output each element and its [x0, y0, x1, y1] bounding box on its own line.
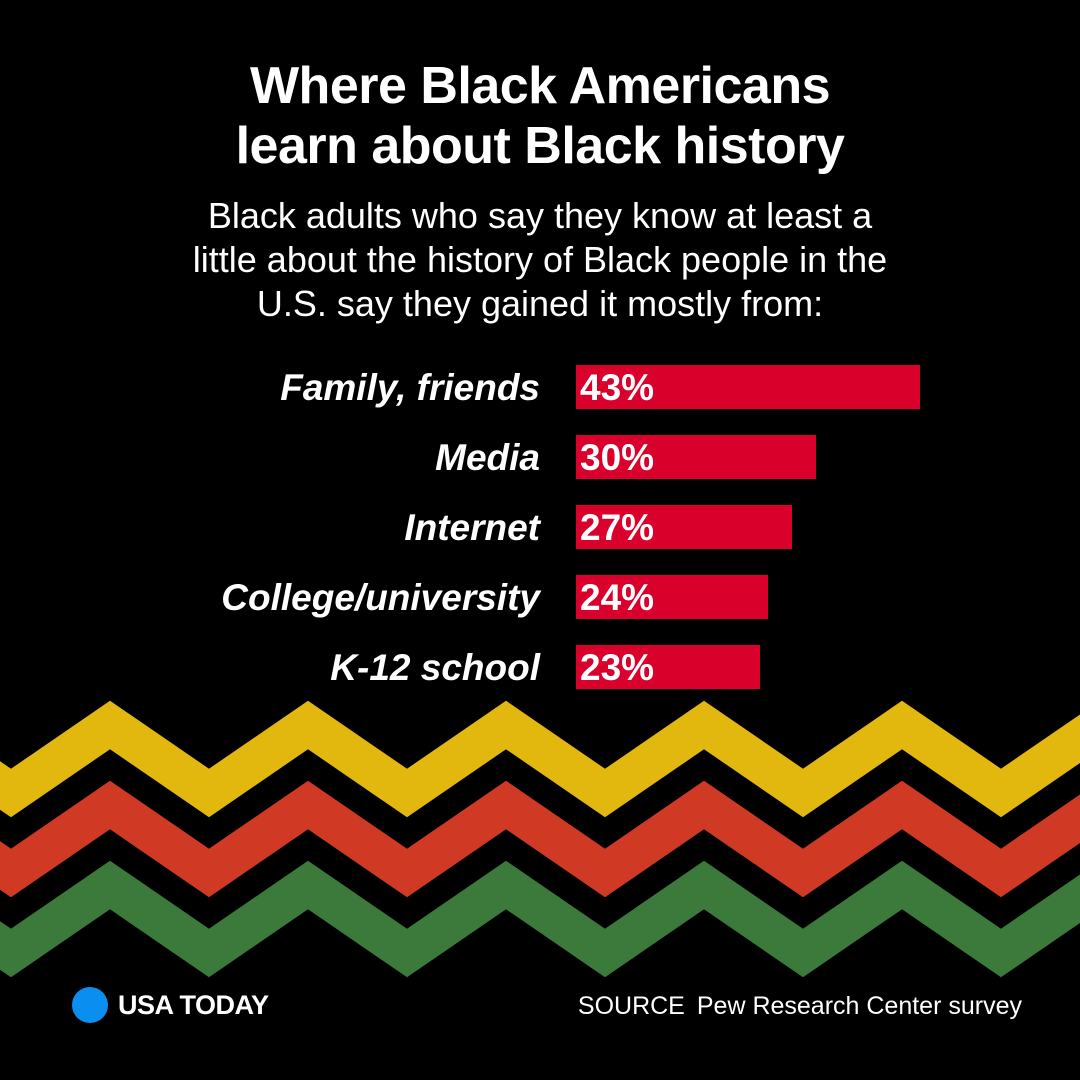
green-zigzag-stripe	[0, 860, 1080, 978]
usa-today-dot-icon	[72, 987, 108, 1023]
bar-college-university	[576, 575, 768, 619]
bar-internet	[576, 505, 792, 549]
subtitle-line-3: U.S. say they gained it mostly from:	[256, 283, 824, 324]
bar-media	[576, 435, 816, 479]
chart-subtitle: Black adults who say they know at least …	[60, 194, 1020, 326]
category-label-k-12-school: K-12 school	[330, 647, 540, 688]
value-label-college-university: 24%	[580, 577, 654, 618]
subtitle-line-1: Black adults who say they know at least …	[207, 195, 873, 236]
usa-today-logo: USA TODAY	[72, 987, 269, 1023]
category-label-family-friends: Family, friends	[280, 367, 540, 408]
chart-title: Where Black Americans learn about Black …	[0, 56, 1080, 176]
value-label-family-friends: 43%	[580, 367, 654, 408]
bar-family-friends	[576, 365, 920, 409]
brand-name: USA TODAY	[118, 989, 269, 1020]
category-label-media: Media	[435, 437, 540, 478]
source-label: SOURCE	[577, 992, 685, 1020]
source-credit: SOURCE Pew Research Center survey	[578, 992, 1022, 1021]
yellow-zigzag-stripe	[0, 700, 1080, 818]
subtitle-line-2: little about the history of Black people…	[192, 239, 888, 280]
bar-chart: Family, friends 43% Media 30% Internet 27% Col…	[221, 365, 920, 689]
red-zigzag-stripe	[0, 780, 1080, 898]
category-label-college-university: College/university	[221, 577, 542, 618]
title-line-1: Where Black Americans	[249, 57, 831, 115]
category-label-internet: Internet	[404, 507, 541, 548]
title-line-2: learn about Black history	[235, 117, 845, 175]
bar-k-12-school	[576, 645, 760, 689]
zigzag-stripes-decoration	[0, 700, 1080, 978]
value-label-internet: 27%	[580, 507, 654, 548]
source-text: Pew Research Center survey	[696, 992, 1022, 1020]
value-label-media: 30%	[580, 437, 654, 478]
value-label-k-12-school: 23%	[580, 647, 654, 688]
